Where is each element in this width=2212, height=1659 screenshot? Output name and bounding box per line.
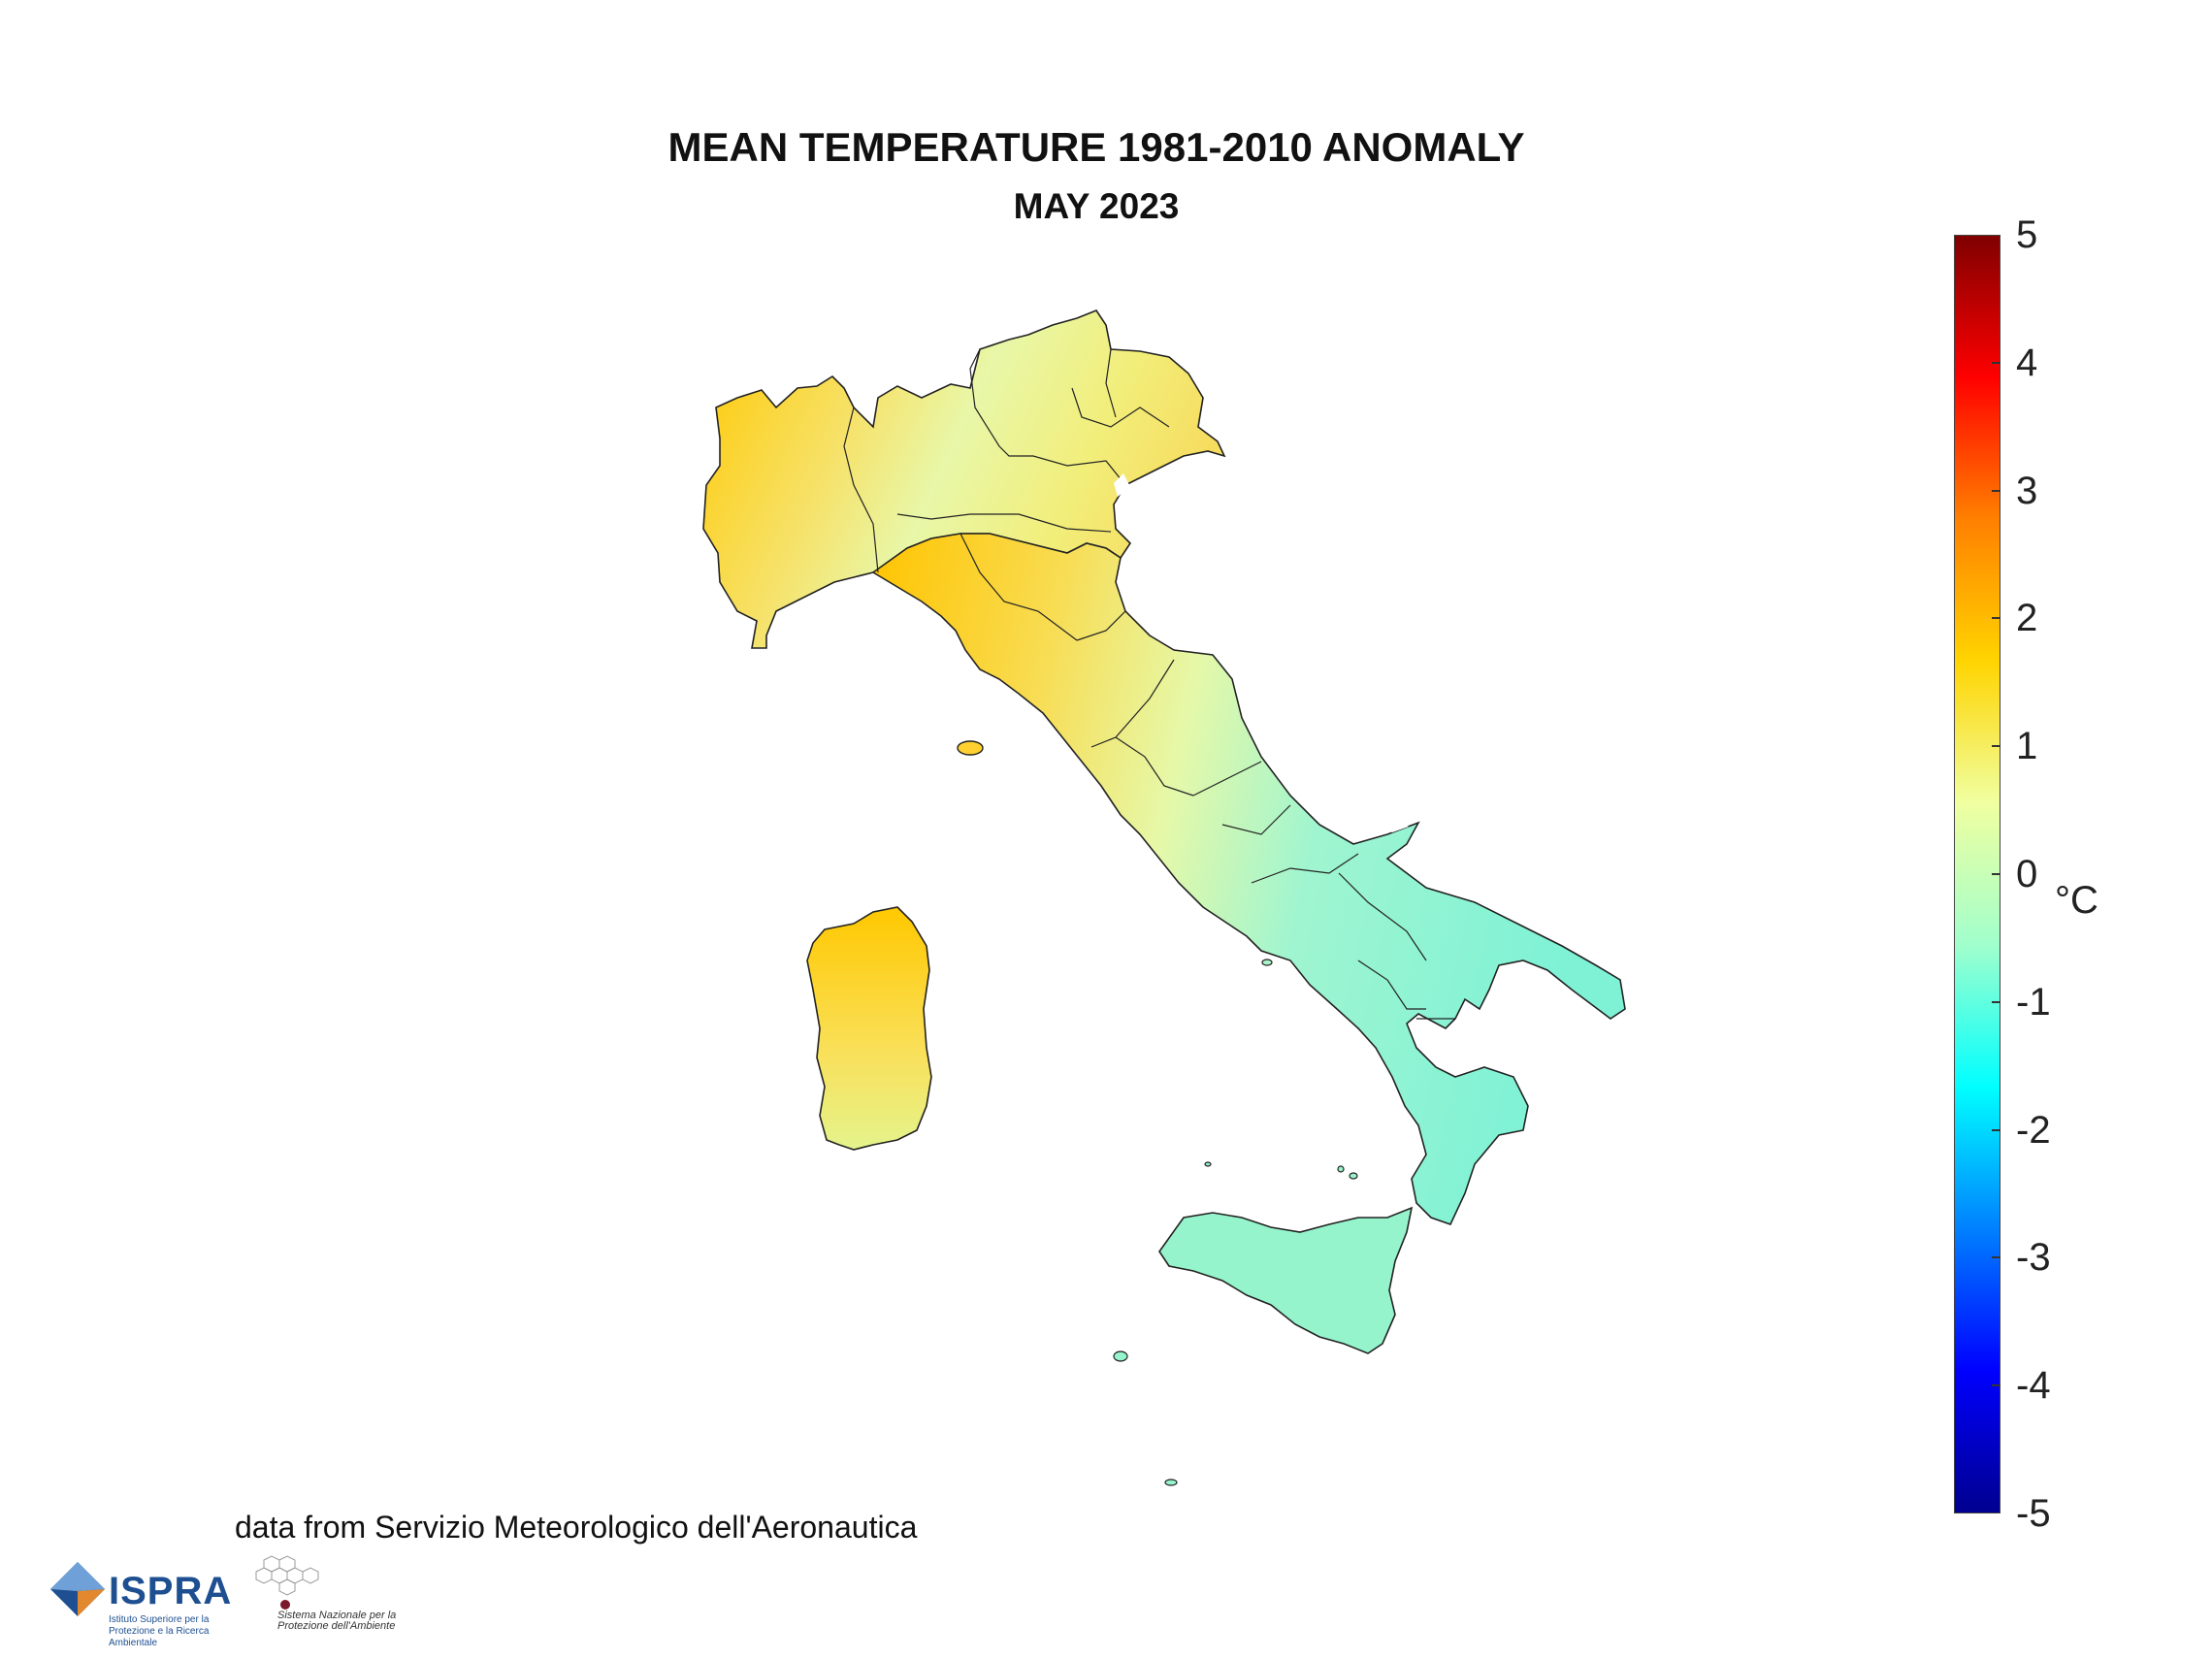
elba-island (957, 740, 984, 756)
snpa-logo-icon (255, 1555, 319, 1610)
sardinia-region (806, 906, 932, 1151)
colorbar-tick-mark (1992, 1256, 2001, 1259)
sicily-region (1158, 1206, 1414, 1354)
lesina-lagoon (1378, 820, 1409, 832)
map-subtitle: MAY 2023 (1013, 186, 1180, 226)
colorbar-tick-label: 0 (2016, 853, 2038, 895)
colorbar-tick-mark (1992, 489, 2001, 492)
venice-lagoon (1114, 473, 1130, 497)
colorbar-tick-label: -4 (2016, 1364, 2051, 1408)
capri-island (1261, 959, 1273, 966)
map-title: MEAN TEMPERATURE 1981-2010 ANOMALY (667, 124, 1525, 170)
aeolian-island-2 (1337, 1165, 1345, 1173)
colorbar-tick-mark (1992, 745, 2001, 748)
peninsula-region (871, 533, 1626, 1225)
lampedusa-island (1164, 1479, 1178, 1486)
data-source-note: data from Servizio Meteorologico dell'Ae… (235, 1510, 918, 1545)
colorbar-tick-mark (1992, 361, 2001, 364)
ispra-name: ISPRA (109, 1570, 233, 1612)
colorbar-tick-label: 4 (2016, 341, 2038, 384)
colorbar-tick-mark (1992, 1000, 2001, 1003)
north-italy-region (702, 309, 1226, 649)
colorbar-tick-label: 3 (2016, 469, 2038, 512)
aeolian-island (1349, 1172, 1358, 1180)
colorbar-tick-label: -2 (2016, 1108, 2051, 1152)
colorbar-tick-label: -3 (2016, 1236, 2051, 1280)
colorbar-tick-label: 5 (2016, 213, 2038, 256)
colorbar-tick-label: -1 (2016, 980, 2051, 1024)
ustica-island (1204, 1161, 1212, 1167)
regional-borders (843, 348, 1455, 1020)
colorbar-tick-label: 2 (2016, 597, 2038, 640)
colorbar-tick-label: 1 (2016, 725, 2038, 768)
ispra-logo-icon (50, 1562, 105, 1616)
colorbar-tick-mark (1992, 1384, 2001, 1387)
colorbar-tick-mark (1992, 617, 2001, 620)
pantelleria-island (1113, 1350, 1128, 1362)
colorbar-tick-mark (1992, 873, 2001, 875)
snpa-subtitle: Sistema Nazionale per la Protezione dell… (277, 1610, 397, 1632)
colorbar-tick-mark (1992, 1128, 2001, 1131)
colorbar-tick-label: -5 (2016, 1492, 2051, 1535)
ispra-subtitle: Istituto Superiore per la Protezione e l… (109, 1614, 210, 1648)
colorbar-unit: °C (2055, 879, 2098, 922)
